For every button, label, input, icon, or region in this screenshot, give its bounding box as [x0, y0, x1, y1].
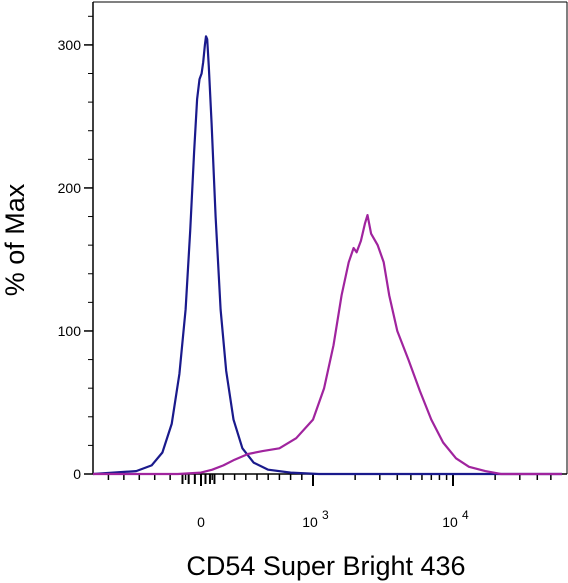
y-tick-label: 200 [58, 180, 82, 196]
y-tick-label: 100 [58, 323, 82, 339]
x-tick-exponent: 3 [322, 508, 329, 522]
series-line-2 [93, 214, 562, 476]
x-tick-label: 10 [302, 514, 318, 530]
plot-frame [92, 1, 568, 475]
series-line-1 [92, 35, 562, 476]
x-axis-title: CD54 Super Bright 436 [186, 551, 465, 581]
x-tick-label: 10 [442, 514, 458, 530]
series-layer [92, 35, 562, 476]
x-tick-exponent: 4 [462, 508, 469, 522]
y-tick-label: 300 [58, 37, 82, 53]
y-tick-label: 0 [73, 466, 81, 482]
x-axis-ticks: 0 10 3 10 4 [107, 474, 552, 530]
y-axis-ticks: 0 100 200 300 [58, 15, 93, 482]
y-axis-title: % of Max [0, 183, 30, 296]
x-tick-label: 0 [197, 514, 205, 530]
